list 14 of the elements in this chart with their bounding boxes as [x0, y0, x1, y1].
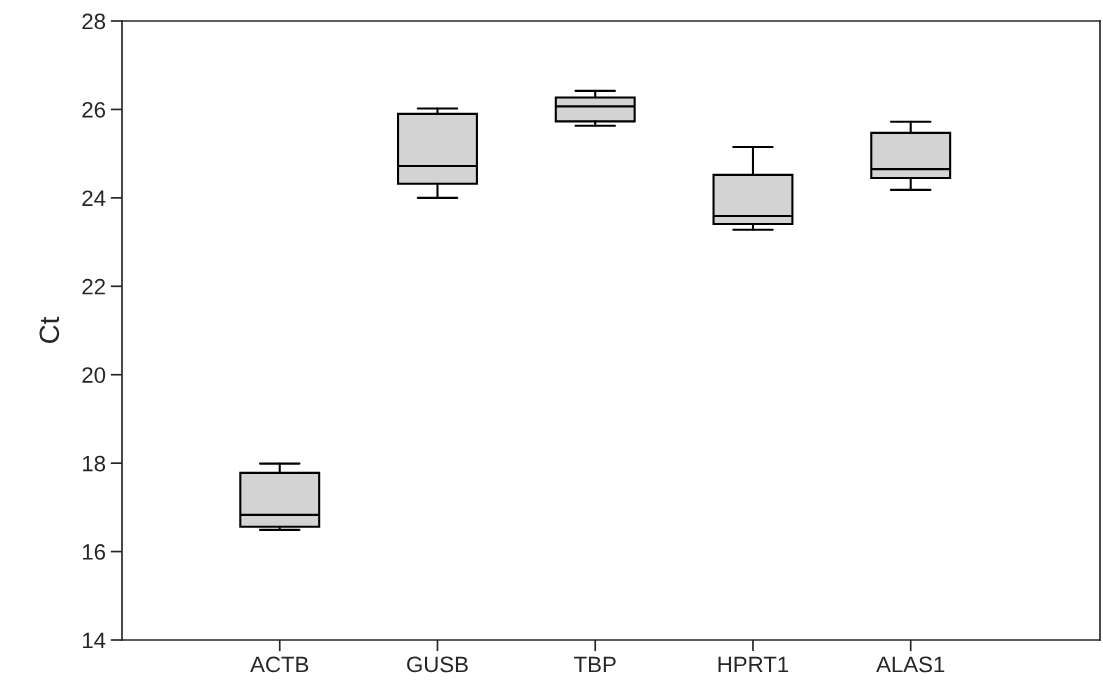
x-tick-label: ALAS1: [876, 656, 945, 673]
x-tick-label: ACTB: [250, 656, 309, 673]
y-tick-label: 28: [82, 13, 106, 30]
y-tick-label: 14: [83, 632, 106, 649]
y-tick-label: 18: [83, 455, 106, 472]
x-tick-label: GUSB: [407, 656, 468, 673]
y-tick-label: 20: [82, 367, 106, 383]
y-tick-label: 16: [83, 544, 106, 560]
y-tick-label: 24: [82, 190, 106, 206]
x-tick-label: HPRT1: [718, 656, 789, 673]
y-tick-label: 26: [82, 101, 106, 118]
y-axis-title: Ct: [39, 316, 60, 343]
y-tick-label: 22: [82, 278, 105, 295]
x-tick-label: TBP: [574, 656, 616, 673]
